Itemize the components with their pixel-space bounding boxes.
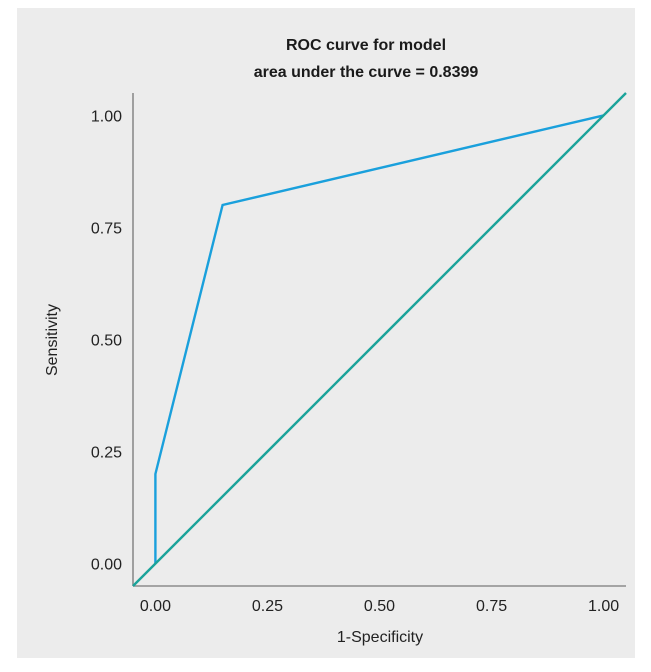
- x-tick-label: 0.00: [140, 598, 171, 615]
- y-tick-label: 1.00: [91, 108, 122, 125]
- x-tick-label: 0.25: [252, 598, 283, 615]
- reference-diagonal-line: [132, 92, 627, 587]
- chart-title-line-1: ROC curve for model: [286, 37, 446, 54]
- x-tick-label: 1.00: [588, 598, 619, 615]
- x-tick-label: 0.50: [364, 598, 395, 615]
- y-tick-label: 0.25: [91, 445, 122, 462]
- x-tick-labels: 0.00 0.25 0.50 0.75 1.00: [140, 598, 619, 615]
- chart-title-line-2: area under the curve = 0.8399: [254, 64, 479, 81]
- y-tick-label: 0.00: [91, 557, 122, 574]
- chart-panel: [17, 8, 635, 658]
- series-lines: [132, 92, 627, 587]
- y-tick-label: 0.50: [91, 333, 122, 350]
- y-tick-label: 0.75: [91, 220, 122, 237]
- x-tick-label: 0.75: [476, 598, 507, 615]
- roc-curve-line: [154, 114, 604, 564]
- x-axis-label: 1-Specificity: [337, 629, 423, 646]
- y-tick-labels: 0.00 0.25 0.50 0.75 1.00: [91, 108, 122, 573]
- y-axis-label: Sensitivity: [44, 304, 61, 376]
